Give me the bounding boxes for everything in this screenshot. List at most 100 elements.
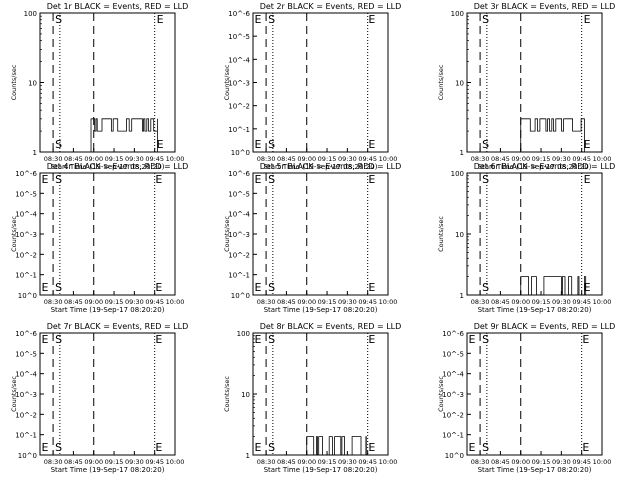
event-trace	[306, 436, 367, 456]
y-tick-label: 10^-4	[442, 371, 464, 379]
y-tick-label: 10^-4	[228, 56, 250, 64]
x-tick-label: 09:00	[511, 298, 530, 306]
time-marker-s: S	[268, 333, 275, 346]
y-tick-label: 10^0	[231, 149, 250, 157]
panel-title: Det 1r BLACK = Events, RED = LLD	[47, 2, 189, 11]
x-tick-label: 10:00	[379, 298, 398, 306]
time-marker-s: S	[482, 333, 489, 346]
y-axis-label: Counts/sec	[10, 376, 18, 412]
x-tick-label: 08:30	[257, 298, 276, 306]
y-tick-label: 10^-5	[15, 350, 37, 358]
time-marker-e: E	[255, 173, 262, 186]
y-tick-label: 10^-5	[228, 33, 250, 41]
x-tick-label: 09:15	[532, 458, 551, 466]
x-tick-label: 09:15	[318, 458, 337, 466]
time-marker-e: E	[42, 173, 49, 186]
time-marker-s: S	[55, 281, 62, 294]
time-marker-e: E	[155, 333, 162, 346]
x-tick-label: 08:30	[257, 155, 276, 163]
x-axis-label: Start Time (19-Sep-17 08:20:20)	[478, 466, 592, 474]
y-tick-label: 10^-2	[442, 411, 464, 419]
x-tick-label: 10:00	[593, 298, 612, 306]
x-tick-label: 08:30	[471, 155, 490, 163]
y-tick-label: 10^-1	[228, 126, 250, 134]
x-tick-label: 09:15	[532, 298, 551, 306]
time-marker-e: E	[584, 173, 591, 186]
time-marker-e: E	[368, 13, 375, 26]
x-tick-label: 10:00	[593, 155, 612, 163]
y-tick-label: 10^-3	[15, 231, 37, 239]
x-tick-label: 08:30	[44, 458, 63, 466]
x-tick-label: 08:45	[64, 298, 83, 306]
x-tick-label: 09:15	[105, 298, 124, 306]
time-marker-e: E	[368, 333, 375, 346]
time-marker-e: E	[584, 138, 591, 151]
x-axis-label: Start Time (19-Sep-17 08:20:20)	[478, 306, 592, 314]
x-tick-label: 08:45	[491, 298, 510, 306]
x-tick-label: 10:00	[166, 458, 185, 466]
y-tick-label: 1	[246, 452, 250, 460]
x-tick-label: 10:00	[379, 458, 398, 466]
y-axis-label: Counts/sec	[437, 64, 445, 100]
time-marker-e: E	[155, 173, 162, 186]
x-tick-label: 09:00	[84, 155, 103, 163]
panel-det-2: Det 2r BLACK = Events, RED = LLD Counts/s…	[223, 2, 401, 171]
x-tick-label: 08:45	[277, 458, 296, 466]
time-marker-s: S	[482, 441, 489, 454]
panel-title: Det 3r BLACK = Events, RED = LLD	[474, 2, 616, 11]
x-tick-label: 09:30	[125, 155, 144, 163]
y-axis-label: Counts/sec	[10, 216, 18, 252]
y-tick-label: 10	[455, 231, 464, 239]
y-tick-label: 10	[241, 391, 250, 399]
x-tick-label: 09:15	[105, 458, 124, 466]
x-tick-label: 09:30	[552, 458, 571, 466]
x-tick-label: 10:00	[166, 155, 185, 163]
x-tick-label: 08:30	[471, 458, 490, 466]
y-tick-label: 10^0	[231, 292, 250, 300]
time-marker-e: E	[368, 281, 375, 294]
y-tick-label: 10^-1	[442, 432, 464, 440]
time-marker-s: S	[268, 13, 275, 26]
y-tick-label: 10	[455, 80, 464, 88]
y-tick-label: 10	[28, 80, 37, 88]
time-marker-s: S	[268, 173, 275, 186]
time-marker-s: S	[55, 138, 62, 151]
y-tick-label: 100	[24, 10, 37, 18]
time-marker-e: E	[368, 441, 375, 454]
y-tick-label: 1	[33, 149, 37, 157]
y-tick-label: 10^-3	[228, 80, 250, 88]
panel-det-1: Det 1r BLACK = Events, RED = LLD Counts/s…	[10, 2, 188, 171]
x-tick-label: 08:45	[277, 298, 296, 306]
y-tick-label: 10^-6	[442, 330, 464, 338]
y-tick-label: 10^-3	[228, 231, 250, 239]
y-tick-label: 10^-1	[228, 272, 250, 280]
y-tick-label: 10^-6	[228, 10, 250, 18]
time-marker-s: S	[268, 281, 275, 294]
y-tick-label: 10^-6	[228, 170, 250, 178]
y-tick-label: 10^-2	[15, 411, 37, 419]
time-marker-s: S	[268, 441, 275, 454]
x-tick-label: 09:15	[532, 155, 551, 163]
x-tick-label: 09:00	[511, 458, 530, 466]
y-tick-label: 10^-2	[228, 103, 250, 111]
x-tick-label: 09:45	[572, 298, 591, 306]
y-tick-label: 10^-2	[15, 251, 37, 259]
y-axis-label: Counts/sec	[223, 216, 231, 252]
x-tick-label: 09:45	[358, 298, 377, 306]
x-tick-label: 09:30	[338, 155, 357, 163]
y-tick-label: 10^-4	[15, 371, 37, 379]
y-axis-label: Counts/sec	[223, 376, 231, 412]
y-tick-label: 10^-6	[15, 170, 37, 178]
time-marker-e: E	[582, 333, 589, 346]
time-marker-s: S	[482, 173, 489, 186]
panel-title: Det 4r BLACK = Events, RED = LLD	[47, 162, 189, 171]
time-marker-s: S	[55, 173, 62, 186]
event-trace	[90, 118, 158, 153]
y-tick-label: 100	[237, 330, 250, 338]
panel-title: Det 2r BLACK = Events, RED = LLD	[260, 2, 402, 11]
x-tick-label: 09:45	[572, 458, 591, 466]
y-tick-label: 10^-2	[228, 251, 250, 259]
y-tick-label: 10^-3	[15, 391, 37, 399]
x-tick-label: 08:45	[491, 458, 510, 466]
